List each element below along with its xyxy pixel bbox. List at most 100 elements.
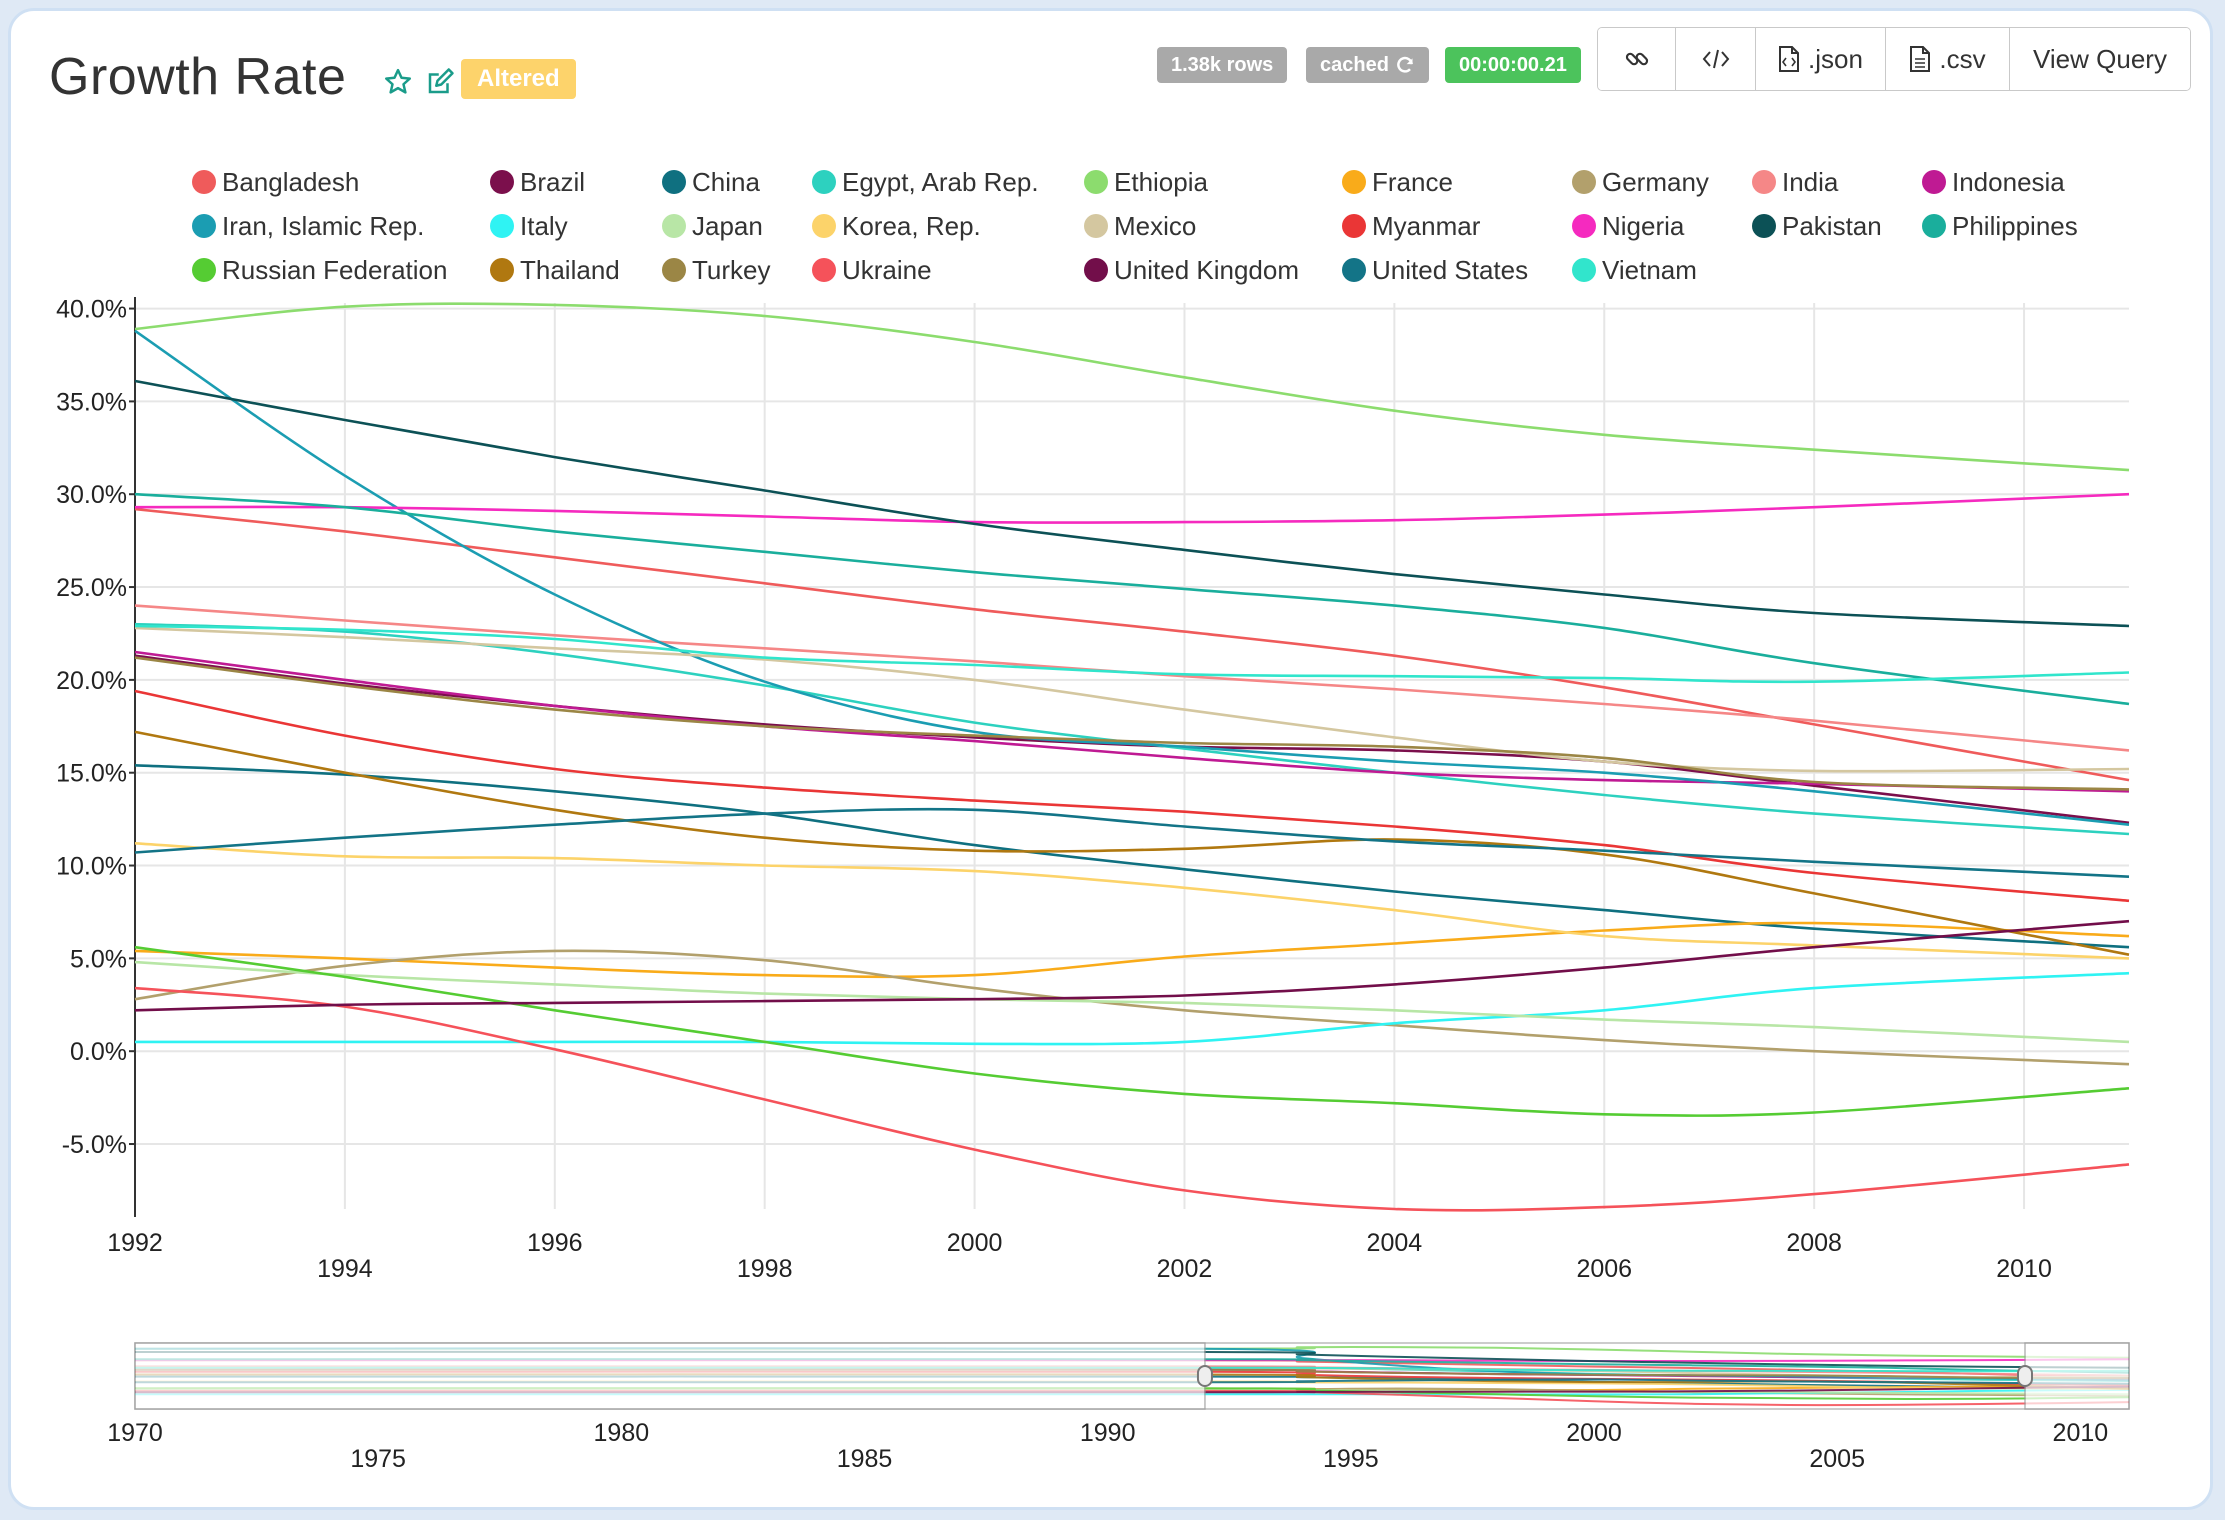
x-tick-label: 1996 — [527, 1229, 583, 1257]
y-tick-label: 25.0% — [56, 574, 127, 602]
legend-label: Iran, Islamic Rep. — [222, 211, 424, 241]
view-query-button[interactable]: View Query — [2010, 28, 2190, 90]
y-tick-label: -5.0% — [62, 1131, 127, 1159]
export-csv-button[interactable]: .csv — [1886, 28, 2010, 90]
refresh-icon[interactable] — [1395, 55, 1415, 75]
cached-label: cached — [1320, 54, 1389, 76]
y-tick-label: 0.0% — [70, 1038, 127, 1066]
x-tick-label: 2004 — [1367, 1229, 1423, 1257]
legend-label: Italy — [520, 211, 568, 241]
legend-label: Brazil — [520, 167, 585, 197]
legend-label: China — [692, 167, 760, 197]
legend-swatch — [192, 170, 216, 194]
legend-item: France — [1342, 167, 1453, 197]
series-line — [134, 624, 2130, 684]
series-line — [134, 689, 2130, 903]
cached-badge[interactable]: cached — [1306, 47, 1429, 83]
legend-item: Nigeria — [1572, 211, 1685, 241]
legend-swatch — [812, 214, 836, 238]
legend-label: Ukraine — [842, 255, 932, 285]
series-line — [134, 986, 2130, 1212]
legend-swatch — [1922, 214, 1946, 238]
code-icon — [1702, 49, 1729, 69]
series-line — [134, 626, 2130, 773]
legend-label: Myanmar — [1372, 211, 1481, 241]
legend-swatch — [1342, 258, 1366, 282]
legend-label: Mexico — [1114, 211, 1196, 241]
brush-handle[interactable] — [1196, 1365, 1213, 1387]
legend-item: Pakistan — [1752, 211, 1882, 241]
legend-item: Myanmar — [1342, 211, 1481, 241]
x-tick-label: 2010 — [1996, 1255, 2052, 1283]
legend-label: United Kingdom — [1114, 255, 1299, 285]
legend-swatch — [1752, 170, 1776, 194]
series-line — [134, 919, 2130, 1012]
brush-tick-label: 2005 — [1809, 1445, 1865, 1473]
legend-item: Korea, Rep. — [812, 211, 981, 241]
legend-label: Vietnam — [1602, 255, 1697, 285]
legend-swatch — [812, 258, 836, 282]
legend-swatch — [1922, 170, 1946, 194]
legend-swatch — [1084, 170, 1108, 194]
legend-item: Japan — [662, 211, 763, 241]
x-tick-label: 1998 — [737, 1255, 793, 1283]
y-tick-label: 10.0% — [56, 853, 127, 881]
series-lines — [134, 302, 2130, 1212]
legend-label: United States — [1372, 255, 1528, 285]
brush-mask-left — [134, 1342, 1206, 1410]
growth-rate-chart: Bangladesh Brazil China Egypt, Arab Rep. Eth… — [56, 167, 2130, 1473]
legend-item: Bangladesh — [192, 167, 359, 197]
x-tick-label: 2006 — [1576, 1255, 1632, 1283]
series-line — [134, 492, 2130, 524]
y-tick-label: 5.0% — [70, 945, 127, 973]
legend-label: Egypt, Arab Rep. — [842, 167, 1039, 197]
series-line — [134, 650, 2130, 793]
series-line — [134, 842, 2130, 960]
embed-code-button[interactable] — [1676, 28, 1756, 90]
edit-icon[interactable] — [425, 67, 455, 97]
legend-item: United States — [1342, 255, 1528, 285]
query-time-label: 00:00:00.21 — [1459, 54, 1567, 76]
legend-label: Germany — [1602, 167, 1709, 197]
series-line — [134, 329, 2130, 826]
y-tick-label: 35.0% — [56, 388, 127, 416]
dashboard-panel: Growth Rate Altered 1.38k rows cached 00… — [8, 8, 2213, 1510]
brush-tick-label: 2010 — [2053, 1419, 2109, 1447]
series-line — [134, 949, 2130, 1066]
series-line — [134, 730, 2130, 956]
y-tick-label: 30.0% — [56, 481, 127, 509]
legend-swatch — [490, 258, 514, 282]
legend-label: Indonesia — [1952, 167, 2065, 197]
legend-label: India — [1782, 167, 1839, 197]
series-line — [134, 960, 2130, 1044]
brush-tick-label: 1990 — [1080, 1419, 1136, 1447]
series-line — [134, 492, 2130, 706]
legend-item: Russian Federation — [192, 255, 447, 285]
y-tick-label: 15.0% — [56, 760, 127, 788]
copy-link-button[interactable] — [1598, 28, 1676, 90]
star-icon[interactable] — [383, 67, 413, 97]
legend-label: Turkey — [692, 255, 771, 285]
legend-swatch — [490, 170, 514, 194]
x-tick-label: 2008 — [1786, 1229, 1842, 1257]
legend-swatch — [1572, 258, 1596, 282]
y-tick-label: 20.0% — [56, 667, 127, 695]
altered-badge: Altered — [461, 59, 576, 99]
legend-item: Indonesia — [1922, 167, 2065, 197]
legend-label: Korea, Rep. — [842, 211, 981, 241]
legend-swatch — [192, 214, 216, 238]
export-json-button[interactable]: .json — [1756, 28, 1886, 90]
export-json-label: .json — [1808, 43, 1863, 74]
legend-swatch — [192, 258, 216, 282]
chart-legend: Bangladesh Brazil China Egypt, Arab Rep. Eth… — [192, 167, 2078, 285]
legend-label: Thailand — [520, 255, 620, 285]
legend-item: United Kingdom — [1084, 255, 1299, 285]
series-line — [134, 622, 2130, 836]
brush-handle[interactable] — [2017, 1365, 2033, 1387]
brush-tick-label: 1970 — [107, 1419, 163, 1447]
series-line — [134, 656, 2130, 791]
legend-item: Ethiopia — [1084, 167, 1208, 197]
legend-swatch — [1342, 214, 1366, 238]
legend-swatch — [490, 214, 514, 238]
brush-tick-label: 2000 — [1566, 1419, 1622, 1447]
